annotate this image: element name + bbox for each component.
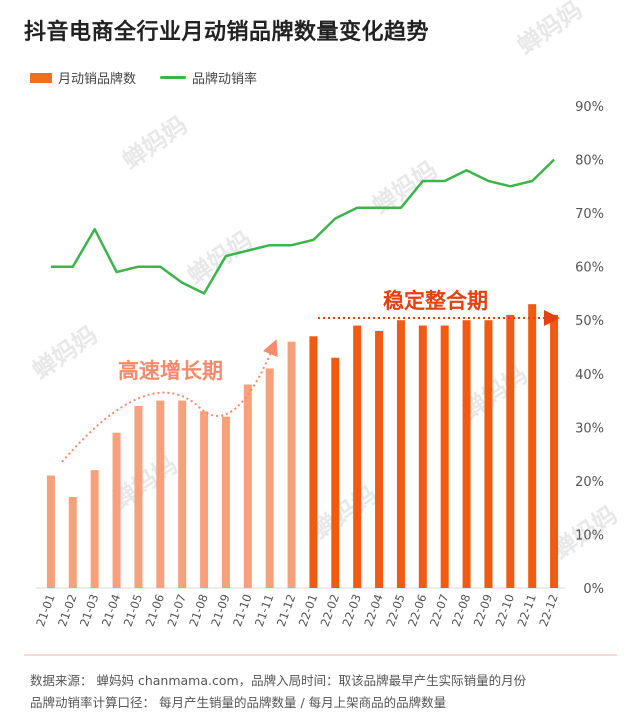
watermark-text: 蝉妈妈 bbox=[512, 0, 587, 60]
bar-22-04 bbox=[375, 330, 384, 588]
x-tick-label: 22-10 bbox=[493, 592, 518, 628]
x-tick-label: 21-06 bbox=[143, 592, 168, 628]
bar-21-04 bbox=[112, 432, 121, 588]
growth-phase-label: 高速增长期 bbox=[118, 359, 223, 383]
bar-21-01 bbox=[46, 475, 55, 588]
y-tick-label: 20% bbox=[575, 475, 604, 490]
bar-21-06 bbox=[156, 400, 165, 588]
x-tick-label: 21-09 bbox=[208, 592, 233, 628]
watermark-text: 蝉妈妈 bbox=[182, 226, 257, 290]
x-axis: 21-0121-0221-0321-0421-0521-0621-0721-08… bbox=[33, 592, 561, 628]
annotations: 高速增长期 稳定整合期 bbox=[61, 289, 560, 463]
bar-21-02 bbox=[68, 496, 77, 588]
y-tick-label: 80% bbox=[575, 154, 604, 169]
watermark-text: 蝉妈妈 bbox=[367, 156, 442, 220]
line-brand-rate bbox=[50, 158, 555, 295]
x-tick-label: 22-03 bbox=[339, 592, 364, 628]
bar-22-03 bbox=[353, 325, 362, 588]
x-tick-label: 21-10 bbox=[230, 592, 255, 628]
bar-21-11 bbox=[265, 368, 274, 588]
watermark-text: 蝉妈妈 bbox=[117, 111, 192, 175]
bar-21-05 bbox=[134, 405, 143, 588]
x-tick-label: 21-12 bbox=[274, 592, 299, 628]
y-tick-label: 90% bbox=[575, 100, 604, 115]
x-tick-label: 21-05 bbox=[121, 592, 146, 628]
chart-title: 抖音电商全行业月动销品牌数量变化趋势 bbox=[24, 20, 430, 45]
bar-22-10 bbox=[506, 314, 515, 588]
line-series bbox=[50, 158, 555, 295]
x-tick-label: 21-07 bbox=[164, 592, 189, 628]
x-tick-label: 22-09 bbox=[471, 592, 496, 628]
y-tick-label: 30% bbox=[575, 421, 604, 436]
bar-21-07 bbox=[178, 400, 187, 588]
x-tick-label: 22-11 bbox=[514, 592, 539, 628]
watermark-text: 蝉妈妈 bbox=[27, 321, 102, 385]
bar-21-03 bbox=[90, 470, 99, 588]
growth-arrow bbox=[61, 339, 278, 463]
bar-22-08 bbox=[462, 320, 471, 588]
legend-bar-swatch bbox=[30, 72, 52, 83]
bar-22-12 bbox=[550, 314, 559, 588]
bar-22-07 bbox=[440, 325, 449, 588]
x-tick-label: 21-02 bbox=[55, 592, 80, 628]
legend-bar-label: 月动销品牌数 bbox=[58, 72, 137, 87]
x-tick-label: 21-04 bbox=[99, 592, 124, 628]
legend: 月动销品牌数 品牌动销率 bbox=[30, 68, 257, 87]
y-tick-label: 10% bbox=[575, 528, 604, 543]
x-tick-label: 22-04 bbox=[361, 592, 386, 628]
bar-21-08 bbox=[200, 411, 209, 588]
x-tick-label: 22-05 bbox=[383, 592, 408, 628]
x-tick-label: 21-08 bbox=[186, 592, 211, 628]
x-tick-label: 22-01 bbox=[296, 592, 321, 628]
bar-22-02 bbox=[331, 357, 340, 588]
bar-21-10 bbox=[243, 384, 252, 588]
x-tick-label: 22-06 bbox=[405, 592, 430, 628]
bar-22-06 bbox=[418, 325, 427, 588]
bar-22-05 bbox=[396, 320, 405, 588]
y-tick-label: 70% bbox=[575, 207, 604, 222]
legend-line-label: 品牌动销率 bbox=[192, 72, 258, 87]
bar-22-01 bbox=[309, 336, 318, 588]
footer-source: 数据来源： 蝉妈妈 chanmama.com，品牌入局时间：取该品牌最早产生实际… bbox=[30, 673, 527, 688]
watermark-text: 蝉妈妈 bbox=[307, 481, 382, 545]
x-tick-label: 22-07 bbox=[427, 592, 452, 628]
bar-21-09 bbox=[221, 416, 230, 588]
y-axis: 0% 10% 20% 30% 40% 50% 60% 70% 80% 90% bbox=[575, 100, 604, 597]
y-tick-label: 0% bbox=[583, 582, 604, 597]
x-tick-label: 22-08 bbox=[449, 592, 474, 628]
bar-21-12 bbox=[287, 341, 296, 588]
footer-method: 品牌动销率计算口径： 每月产生销量的品牌数量 / 每月上架商品的品牌数量 bbox=[30, 695, 447, 710]
bar-22-09 bbox=[484, 320, 493, 588]
y-tick-label: 40% bbox=[575, 368, 604, 383]
y-tick-label: 50% bbox=[575, 314, 604, 329]
stable-phase-label: 稳定整合期 bbox=[383, 289, 488, 313]
x-tick-label: 22-02 bbox=[318, 592, 343, 628]
bar-22-11 bbox=[528, 304, 537, 588]
y-tick-label: 60% bbox=[575, 261, 604, 276]
legend-line-swatch bbox=[160, 76, 187, 79]
x-tick-label: 22-12 bbox=[536, 592, 561, 628]
x-tick-label: 21-03 bbox=[77, 592, 102, 628]
bars bbox=[46, 304, 559, 588]
x-tick-label: 21-01 bbox=[33, 592, 58, 628]
x-tick-label: 21-11 bbox=[252, 592, 277, 628]
